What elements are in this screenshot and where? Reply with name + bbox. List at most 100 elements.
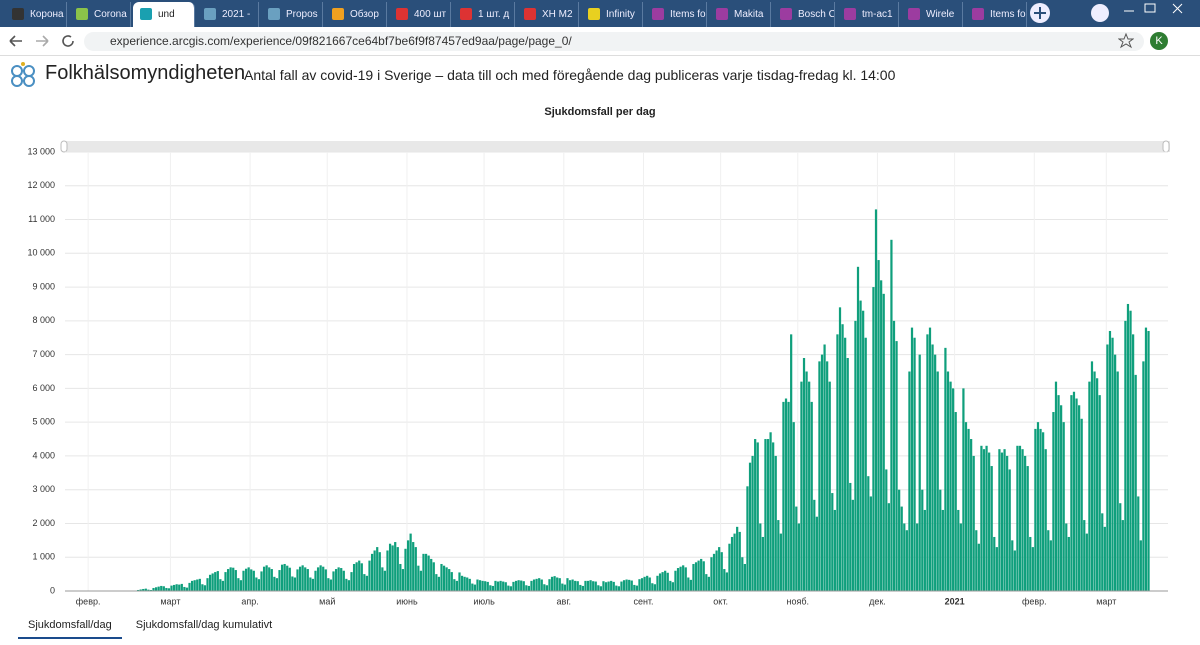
y-tick-label: 9 000	[32, 281, 55, 291]
browser-tab[interactable]: Items fo	[645, 2, 707, 27]
browser-tab[interactable]: Обзор	[325, 2, 387, 27]
y-tick-label: 7 000	[32, 349, 55, 359]
bar	[710, 557, 713, 591]
bar	[540, 579, 543, 591]
bar	[394, 542, 397, 591]
restore[interactable]	[1144, 3, 1156, 13]
x-tick-label: июнь	[396, 596, 418, 606]
slider-handle[interactable]	[60, 140, 68, 153]
profile-menu[interactable]	[1091, 4, 1109, 22]
x-tick-label: июль	[473, 596, 495, 606]
bar	[412, 542, 415, 591]
bar	[586, 580, 590, 591]
browser-tab[interactable]: tm-ac1	[837, 2, 899, 27]
bar	[1006, 455, 1009, 591]
bar	[550, 576, 554, 591]
bar	[769, 432, 772, 591]
browser-tab[interactable]: 2021 -	[197, 2, 259, 27]
slider-handle[interactable]	[1162, 140, 1170, 153]
bookmark-star[interactable]	[1118, 33, 1134, 49]
x-tick-label: март	[160, 596, 180, 606]
bar	[674, 570, 677, 591]
bar	[401, 569, 405, 591]
bar	[743, 563, 746, 591]
bar	[154, 587, 158, 591]
bar	[1126, 303, 1130, 591]
bar	[530, 580, 533, 591]
favicon	[460, 8, 472, 20]
bar	[327, 578, 330, 591]
bar	[345, 578, 348, 591]
browser-tab[interactable]: Infinity	[581, 2, 643, 27]
bar	[766, 439, 770, 591]
bar	[538, 578, 541, 591]
forward-button[interactable]	[36, 35, 49, 47]
bar	[481, 580, 484, 591]
browser-tab[interactable]: Items fo	[965, 2, 1027, 27]
bar	[229, 567, 232, 591]
bar	[427, 555, 430, 591]
bar	[648, 577, 651, 591]
bar	[928, 327, 932, 591]
bar	[1042, 432, 1045, 591]
bar	[589, 580, 592, 591]
avatar[interactable]: K	[1150, 32, 1168, 50]
y-tick-label: 12 000	[27, 180, 55, 190]
bar	[689, 579, 692, 591]
browser-tab[interactable]: und	[133, 2, 195, 27]
bar	[1003, 449, 1006, 591]
bar	[183, 586, 186, 591]
bar	[561, 583, 564, 591]
browser-tab[interactable]: Corona	[69, 2, 131, 27]
view-tab[interactable]: Sjukdomsfall/dag	[18, 612, 122, 639]
bar	[514, 580, 518, 591]
browser-tab[interactable]: Wirele	[901, 2, 963, 27]
bar	[1024, 455, 1027, 591]
bar	[383, 570, 387, 591]
favicon	[780, 8, 792, 20]
bar	[820, 354, 824, 591]
bar	[1021, 449, 1024, 591]
bar	[998, 449, 1001, 591]
bar	[350, 572, 353, 591]
bar	[669, 580, 672, 591]
bar	[1036, 422, 1040, 591]
browser-tab[interactable]: Корона	[5, 2, 67, 27]
bar	[903, 523, 906, 591]
close-window[interactable]	[1172, 3, 1183, 14]
view-tab[interactable]: Sjukdomsfall/dag kumulativt	[135, 619, 273, 631]
bar	[268, 567, 271, 591]
back-button[interactable]	[9, 35, 22, 47]
browser-tab[interactable]: Makita	[709, 2, 771, 27]
bar	[201, 584, 204, 591]
bar	[1108, 330, 1112, 591]
bar	[437, 576, 441, 591]
browser-tab[interactable]: Propos	[261, 2, 323, 27]
bar	[818, 361, 821, 591]
browser-tab[interactable]: 1 шт. д	[453, 2, 515, 27]
bar	[887, 503, 890, 591]
bar	[527, 585, 531, 591]
browser-tab[interactable]: 400 шт	[389, 2, 451, 27]
bar	[908, 371, 911, 591]
browser-tab[interactable]: XH M2	[517, 2, 579, 27]
bar	[496, 581, 500, 591]
bar	[574, 580, 577, 591]
bar	[1060, 405, 1063, 591]
bar	[885, 469, 888, 591]
bar	[242, 570, 245, 591]
bar	[368, 560, 371, 591]
reload-button[interactable]	[62, 35, 74, 47]
bar	[1029, 536, 1032, 591]
browser-tab[interactable]: Bosch C	[773, 2, 835, 27]
bar	[939, 489, 942, 591]
range-slider[interactable]	[62, 141, 1170, 152]
url-field[interactable]: experience.arcgis.com/experience/09f8216…	[84, 32, 1144, 51]
bar	[1111, 337, 1114, 591]
bar	[553, 576, 556, 591]
bar	[424, 553, 428, 591]
bar	[391, 545, 394, 591]
bar	[718, 547, 721, 591]
bar	[147, 589, 150, 591]
